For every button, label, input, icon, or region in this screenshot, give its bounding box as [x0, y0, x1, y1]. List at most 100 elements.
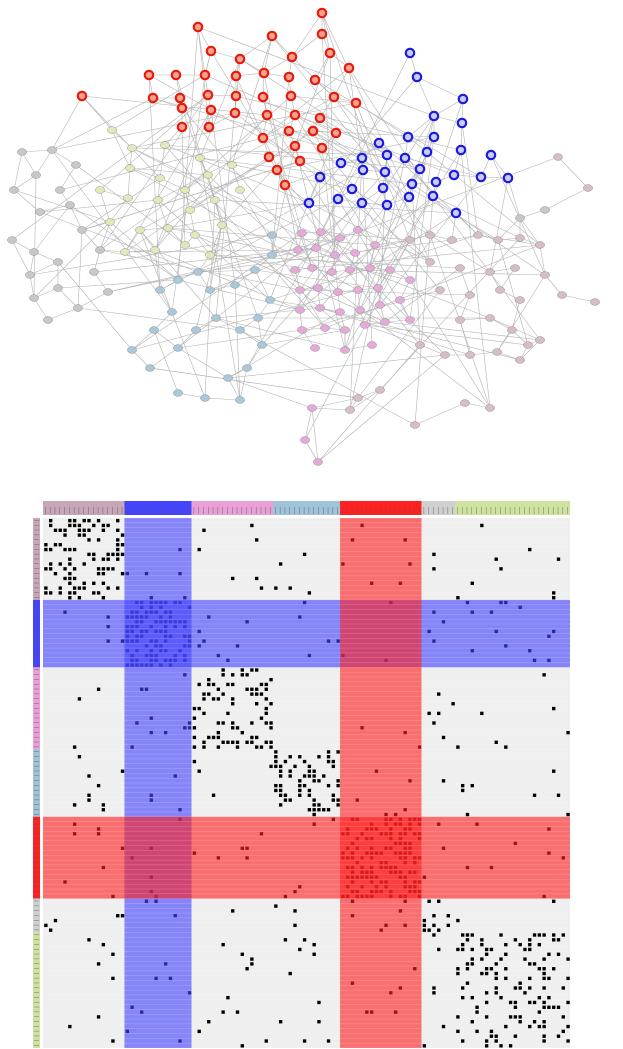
node-lightblue-community — [200, 394, 210, 402]
network-edge — [519, 217, 541, 246]
network-edge — [214, 199, 223, 226]
matrix-top-color-bar — [43, 501, 570, 515]
matrix-dot — [231, 702, 235, 706]
node-mauve-community — [523, 341, 533, 349]
matrix-dot — [245, 967, 249, 971]
node-blue-community — [373, 137, 385, 149]
node-blue-community — [457, 93, 469, 105]
node-blue-community — [450, 207, 462, 219]
node-mauve-community — [515, 296, 525, 304]
matrix-dot — [197, 682, 201, 687]
node-mauve-community — [535, 336, 545, 344]
matrix-dot — [504, 745, 508, 749]
node-mauve-community — [455, 264, 465, 272]
node-grey-community — [53, 284, 63, 292]
node-lightgreen-community — [95, 186, 105, 194]
node-mauve-community — [473, 231, 483, 239]
network-edge — [344, 204, 388, 351]
matrix-dot — [451, 702, 455, 706]
node-red-community — [229, 107, 241, 119]
matrix-dot — [494, 971, 498, 976]
node-grey-community — [25, 271, 35, 279]
node-pink-community — [385, 266, 395, 274]
matrix-dot — [264, 721, 268, 725]
network-edge — [459, 319, 471, 356]
matrix-dot — [470, 581, 474, 585]
node-pink-community — [313, 284, 323, 292]
matrix-dot — [254, 687, 259, 691]
network-edge — [414, 402, 466, 426]
matrix-dot — [274, 586, 278, 590]
matrix-dot — [106, 552, 110, 557]
matrix-dot — [92, 591, 96, 595]
matrix-dot — [101, 567, 106, 571]
matrix-dot — [470, 995, 474, 1000]
node-red-community — [261, 109, 273, 121]
network-graph — [7, 7, 600, 466]
node-lightgreen-community — [205, 251, 215, 259]
network-edge — [544, 274, 563, 296]
matrix-dot — [461, 788, 465, 793]
matrix-dot — [494, 1034, 498, 1038]
matrix-dot — [465, 981, 470, 985]
matrix-dot — [264, 706, 268, 711]
matrix-dot — [293, 923, 297, 928]
node-red-community — [257, 132, 269, 144]
matrix-dot — [537, 942, 542, 947]
matrix-dot — [72, 547, 77, 552]
network-edge — [321, 147, 441, 291]
matrix-dot — [82, 518, 86, 523]
network-edge — [320, 231, 411, 241]
matrix-dot — [77, 528, 82, 532]
matrix-dot — [528, 1024, 532, 1029]
matrix-dot — [202, 697, 206, 701]
node-red-community — [316, 142, 328, 154]
node-pink-community — [335, 308, 345, 316]
matrix-dot — [532, 962, 537, 966]
network-edge — [13, 151, 23, 191]
matrix-dot — [537, 1024, 542, 1029]
matrix-dot — [269, 745, 273, 749]
node-blue-community — [428, 110, 440, 122]
matrix-dot — [48, 591, 53, 595]
matrix-dot — [101, 557, 106, 561]
node-lightblue-community — [267, 231, 277, 239]
matrix-dot — [508, 1000, 513, 1005]
matrix-dot — [422, 923, 427, 928]
matrix-dot — [484, 1015, 489, 1019]
network-edge — [416, 76, 435, 117]
matrix-dot — [269, 702, 273, 706]
matrix-dot — [116, 543, 120, 547]
matrix-dot — [298, 783, 302, 788]
node-blue-community — [485, 149, 497, 161]
network-edge — [181, 107, 259, 319]
node-grey-community — [53, 258, 63, 266]
network-edge — [39, 204, 71, 213]
matrix-dot — [92, 523, 96, 528]
matrix-dot — [484, 967, 489, 971]
matrix-dot — [561, 986, 565, 990]
network-edge — [81, 160, 301, 231]
matrix-dot — [231, 740, 235, 744]
matrix-dot — [298, 779, 302, 783]
matrix-dot — [317, 779, 321, 783]
network-edge — [177, 26, 199, 281]
network-edge — [459, 267, 471, 296]
matrix-dot — [120, 543, 125, 547]
matrix-dot — [302, 783, 307, 788]
matrix-dot — [53, 918, 58, 923]
matrix-dot — [259, 716, 264, 720]
matrix-dot — [494, 986, 498, 990]
node-grey-community — [9, 186, 19, 194]
matrix-dot — [264, 711, 268, 716]
left-bar-lightgreen — [33, 932, 40, 1048]
node-blue-community — [356, 152, 368, 164]
matrix-dot — [528, 1000, 532, 1005]
matrix-dot — [288, 798, 292, 802]
matrix-dot — [432, 914, 436, 918]
node-pink-community — [350, 249, 360, 257]
node-pink-community — [295, 306, 305, 314]
matrix-dot — [489, 967, 494, 971]
network-edges — [11, 12, 596, 463]
matrix-dot — [44, 923, 48, 928]
